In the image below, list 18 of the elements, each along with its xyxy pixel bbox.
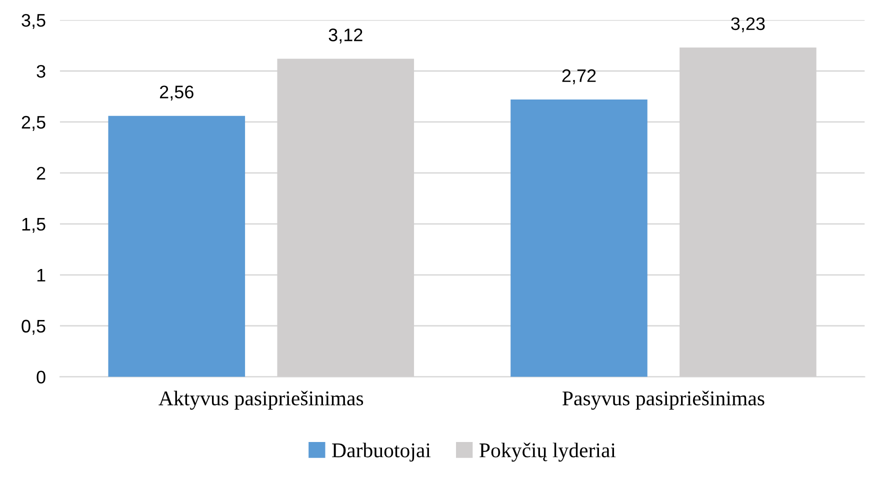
x-tick-label: Pasyvus pasipriešinimas: [562, 390, 764, 410]
bar: [108, 116, 246, 377]
y-tick-label: 2: [36, 166, 46, 180]
data-label: 3,12: [328, 28, 362, 44]
data-label: 2,72: [562, 69, 596, 84]
data-label: 2,56: [160, 86, 194, 101]
y-tick-label: 0: [36, 370, 46, 384]
y-tick-label: 2,5: [22, 116, 46, 131]
y-tick-label: 0,5: [22, 320, 46, 335]
x-tick-label: Aktyvus pasipriešinimas: [158, 390, 364, 410]
legend-label: Darbuotojai: [332, 442, 431, 462]
bar: [510, 100, 648, 377]
legend-label: Pokyčių lyderiai: [480, 442, 616, 462]
y-tick-label: 3: [36, 64, 46, 78]
data-label: 3,23: [731, 17, 765, 32]
y-tick-label: 1,5: [22, 218, 46, 233]
y-tick-label: 3,5: [22, 14, 46, 29]
y-tick-label: 1: [37, 269, 46, 282]
